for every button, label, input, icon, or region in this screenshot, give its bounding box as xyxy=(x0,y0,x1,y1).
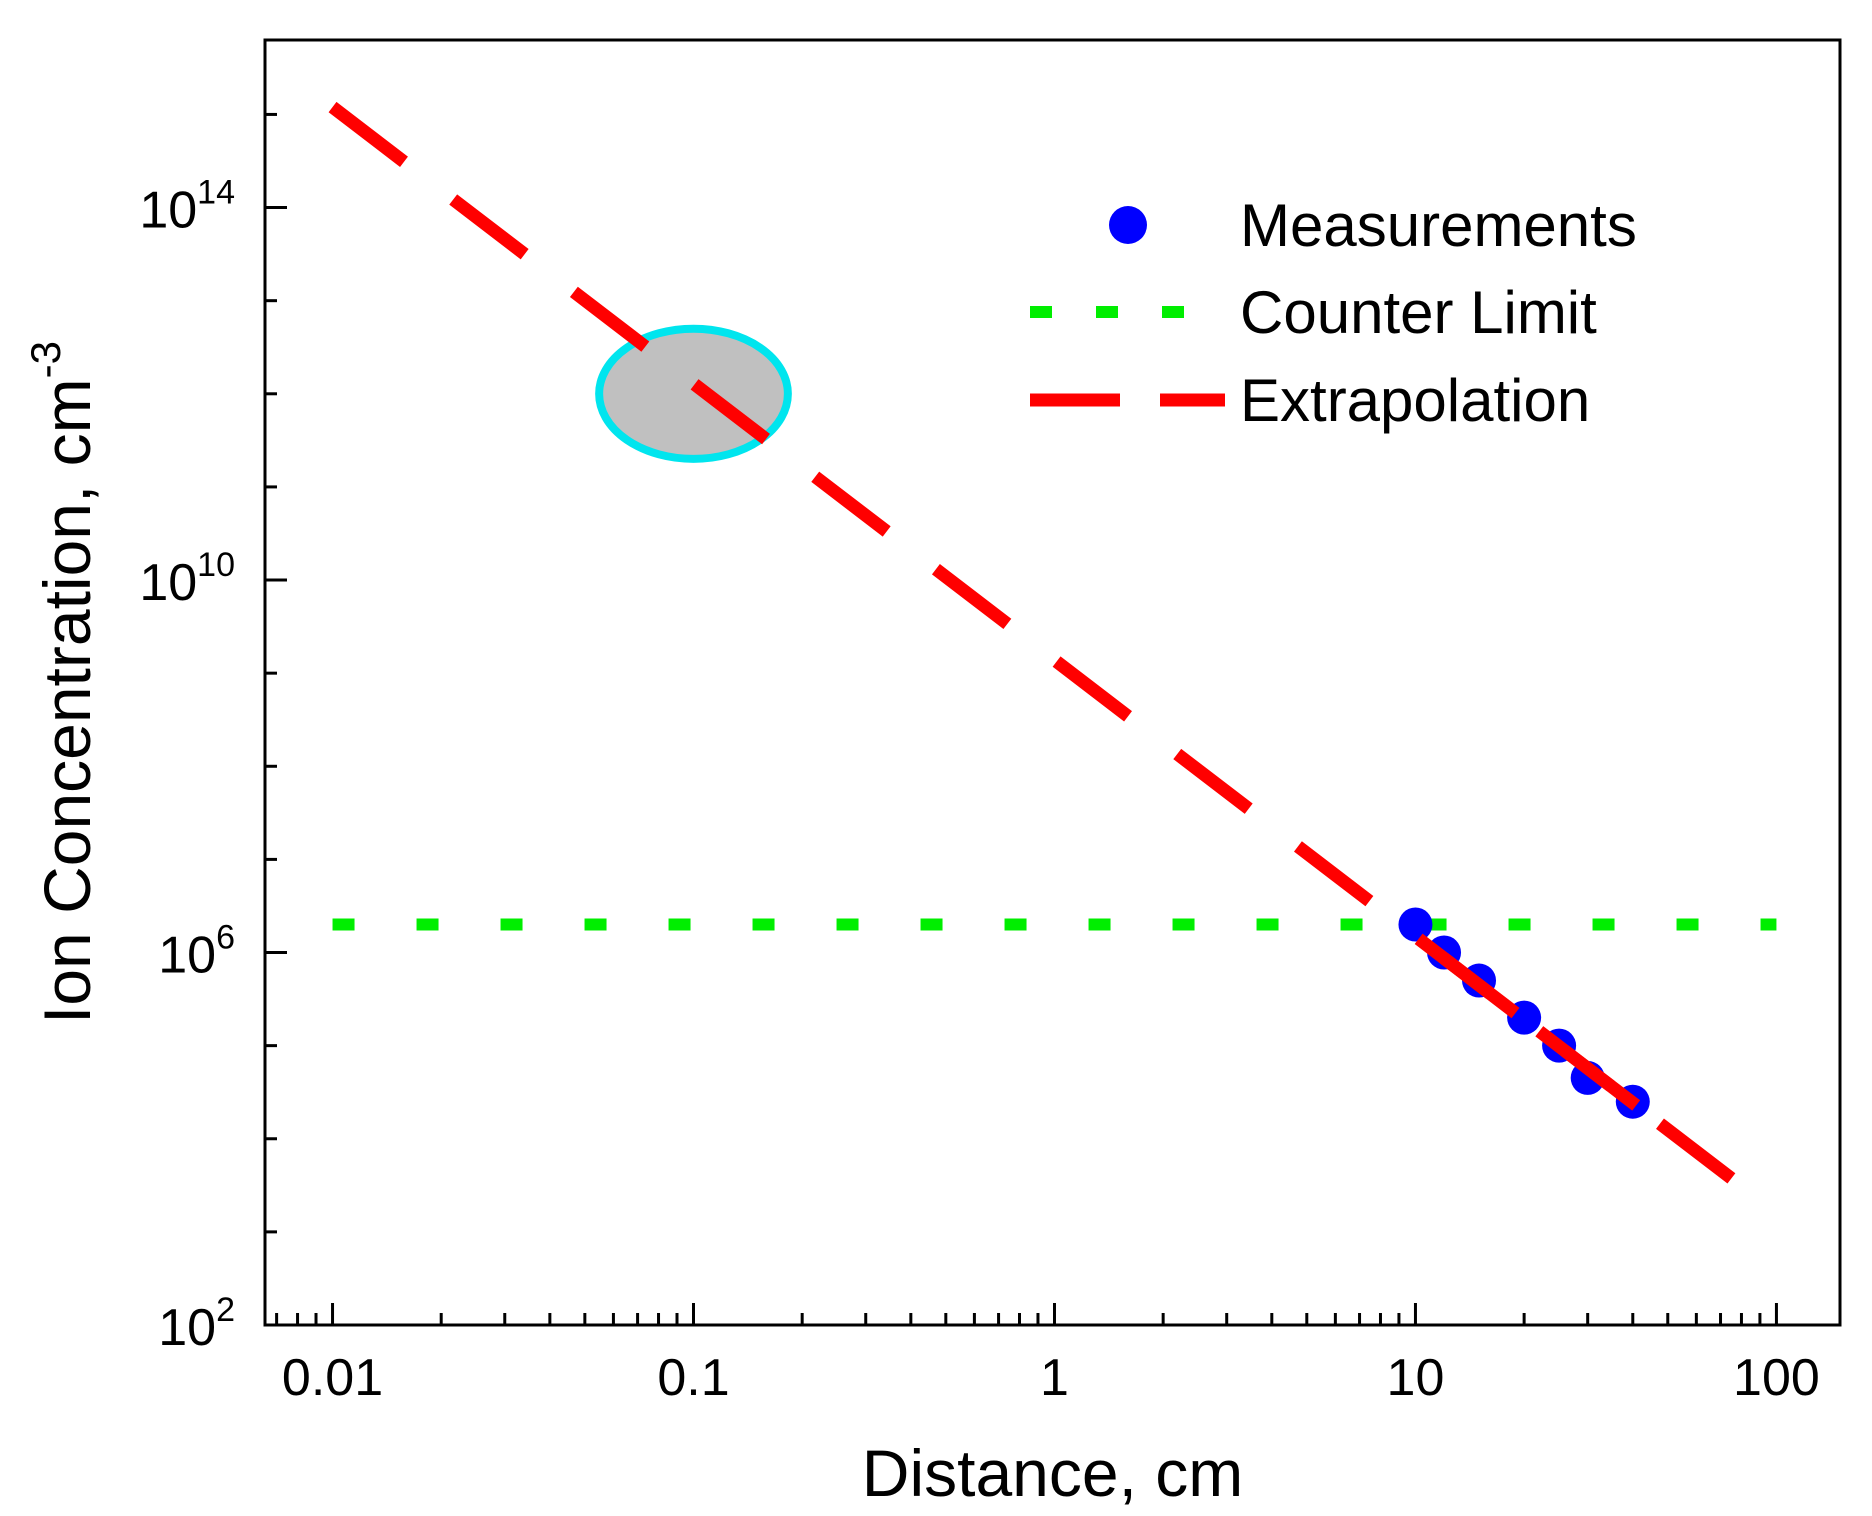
y-tick-base: 10 xyxy=(139,554,197,612)
y-tick-exponent: 14 xyxy=(197,174,235,212)
y-axis-label-text: Ion Concentration, cm xyxy=(30,378,104,1024)
y-axis-label: Ion Concentration, cm-3 xyxy=(22,341,104,1024)
y-tick-exponent: 10 xyxy=(197,546,235,584)
series-layer xyxy=(328,101,1781,1219)
y-tick-label: 106 xyxy=(158,919,235,985)
y-axis-label-superscript: -3 xyxy=(22,341,69,378)
y-tick-base: 10 xyxy=(158,1299,216,1357)
y-tick-exponent: 2 xyxy=(216,1291,235,1329)
extrapolation-fit-line xyxy=(1440,953,1656,1123)
x-tick-labels: 0.01 0.1 1 10 100 xyxy=(282,1349,1820,1407)
plot-frame xyxy=(263,38,1842,1327)
y-tick-label: 102 xyxy=(158,1291,235,1357)
legend-label: Measurements xyxy=(1240,192,1637,259)
y-tick-exponent: 6 xyxy=(216,919,235,957)
x-tick-label: 1 xyxy=(1040,1349,1069,1407)
x-tick-label: 0.01 xyxy=(282,1349,383,1407)
legend-label: Extrapolation xyxy=(1240,367,1590,434)
y-tick-label: 1010 xyxy=(139,546,235,612)
ticks-layer xyxy=(265,112,1778,1327)
y-tick-base: 10 xyxy=(158,927,216,985)
x-tick-label: 10 xyxy=(1387,1349,1445,1407)
x-tick-label: 0.1 xyxy=(657,1349,729,1407)
y-tick-label: 1014 xyxy=(139,174,235,240)
x-axis-label: Distance, cm xyxy=(862,1436,1243,1510)
legend-label: Counter Limit xyxy=(1240,279,1597,346)
y-tick-base: 10 xyxy=(139,182,197,240)
x-tick-label: 100 xyxy=(1733,1349,1820,1407)
extrapolation-line xyxy=(328,101,1781,1219)
legend-marker-measurements xyxy=(1109,206,1147,244)
measurement-point xyxy=(1398,907,1433,942)
legend: Measurements Counter Limit Extrapolation xyxy=(1030,192,1637,434)
